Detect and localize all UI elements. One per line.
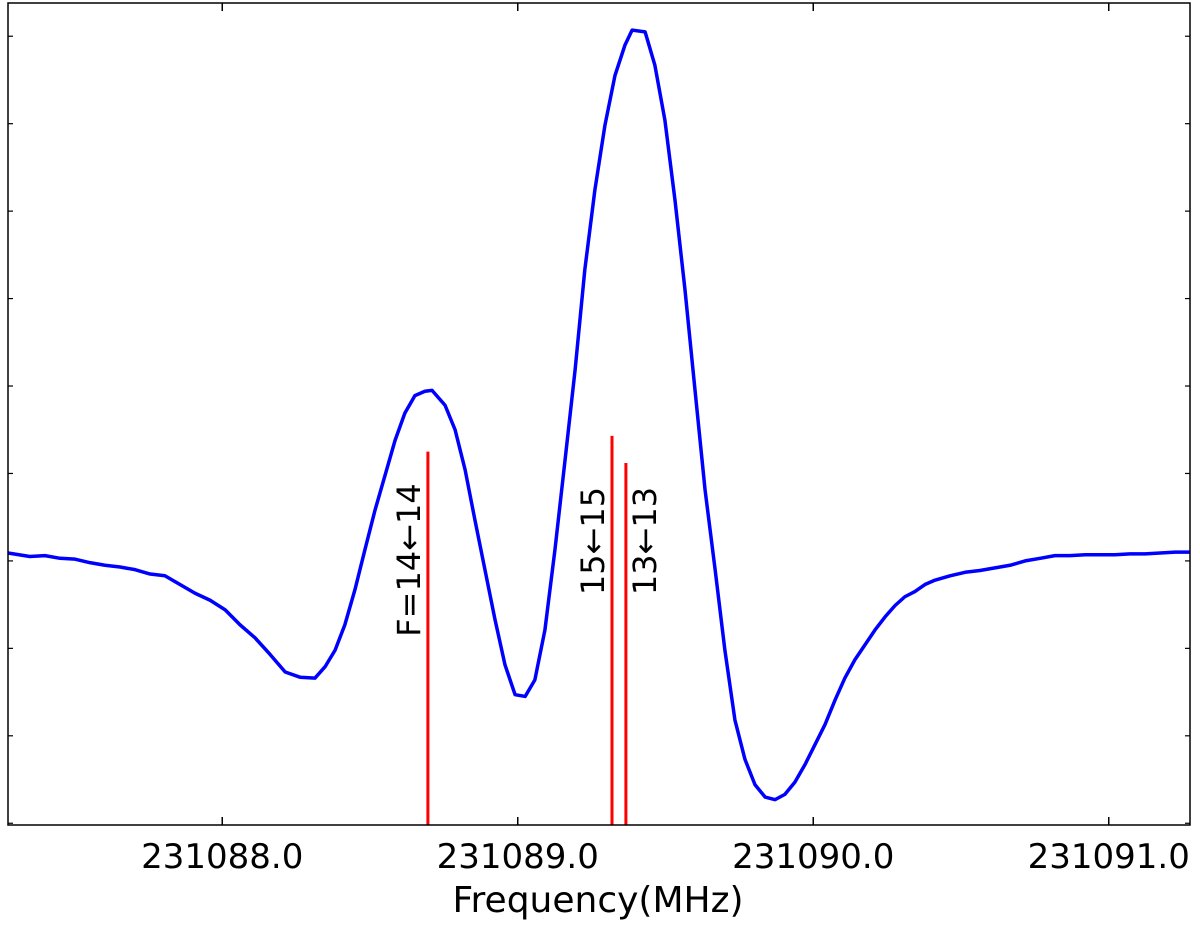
x-tick-label: 231091.0 <box>1028 837 1190 877</box>
x-axis-label: Frequency(MHz) <box>452 880 743 921</box>
transition-label: 13←13 <box>626 487 664 595</box>
axes-frame <box>7 2 1191 826</box>
transition-label: 15←15 <box>574 487 612 595</box>
x-tick-label: 231088.0 <box>141 837 303 877</box>
x-tick-label: 231090.0 <box>732 837 894 877</box>
x-tick-label: 231089.0 <box>437 837 599 877</box>
spectrum-line <box>7 28 1190 802</box>
transition-label: F=14←14 <box>390 483 428 636</box>
plot-area <box>8 3 1190 825</box>
